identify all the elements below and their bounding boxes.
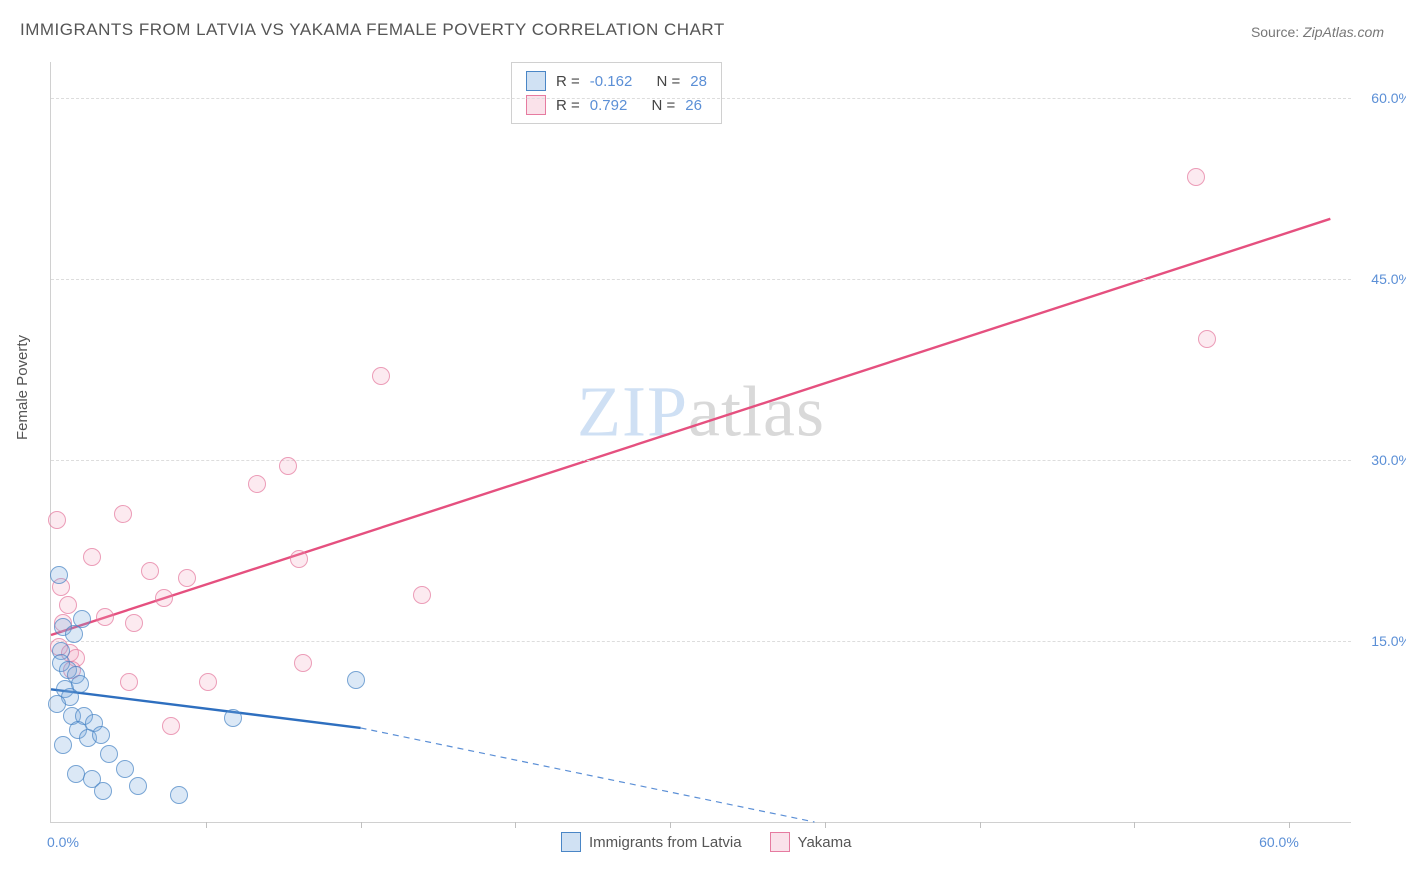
data-point	[114, 505, 132, 523]
data-point	[279, 457, 297, 475]
legend-yakama-label: Yakama	[798, 834, 852, 851]
data-point	[178, 569, 196, 587]
trend-line	[51, 219, 1330, 635]
legend-latvia-r: -0.162	[590, 73, 633, 90]
trend-lines	[51, 62, 1351, 822]
data-point	[162, 717, 180, 735]
gridline	[51, 641, 1351, 642]
data-point	[120, 673, 138, 691]
x-tick	[206, 822, 207, 828]
series-legend: Immigrants from Latvia Yakama	[561, 832, 851, 852]
data-point	[170, 786, 188, 804]
x-tick	[515, 822, 516, 828]
gridline	[51, 460, 1351, 461]
legend-latvia-label: Immigrants from Latvia	[589, 834, 742, 851]
data-point	[92, 726, 110, 744]
data-point	[116, 760, 134, 778]
swatch-blue-icon	[561, 832, 581, 852]
chart-title: IMMIGRANTS FROM LATVIA VS YAKAMA FEMALE …	[20, 20, 725, 40]
correlation-legend: R = -0.162 N = 28 R = 0.792 N = 26	[511, 62, 722, 124]
source-label: Source:	[1251, 24, 1299, 40]
data-point	[59, 596, 77, 614]
y-axis-label: Female Poverty	[14, 335, 31, 440]
data-point	[50, 566, 68, 584]
y-tick-label: 15.0%	[1356, 633, 1406, 649]
data-point	[372, 367, 390, 385]
data-point	[141, 562, 159, 580]
legend-row-latvia: R = -0.162 N = 28	[526, 69, 707, 93]
data-point	[224, 709, 242, 727]
legend-row-yakama: R = 0.792 N = 26	[526, 93, 707, 117]
x-tick	[670, 822, 671, 828]
source-value: ZipAtlas.com	[1303, 24, 1384, 40]
trend-line	[361, 728, 815, 822]
scatter-plot: ZIPatlas R = -0.162 N = 28 R = 0.792 N =…	[50, 62, 1351, 823]
data-point	[73, 610, 91, 628]
x-tick	[980, 822, 981, 828]
swatch-pink-icon	[770, 832, 790, 852]
y-tick-label: 60.0%	[1356, 90, 1406, 106]
legend-item-yakama: Yakama	[770, 832, 852, 852]
data-point	[54, 736, 72, 754]
data-point	[94, 782, 112, 800]
y-tick-label: 45.0%	[1356, 271, 1406, 287]
legend-latvia-n: 28	[690, 73, 707, 90]
data-point	[294, 654, 312, 672]
data-point	[100, 745, 118, 763]
data-point	[129, 777, 147, 795]
x-tick	[1134, 822, 1135, 828]
data-point	[413, 586, 431, 604]
data-point	[83, 548, 101, 566]
x-tick	[361, 822, 362, 828]
x-tick-label: 0.0%	[47, 834, 79, 850]
source: Source: ZipAtlas.com	[1251, 24, 1384, 40]
legend-n-label: N =	[656, 73, 680, 90]
gridline	[51, 279, 1351, 280]
data-point	[67, 765, 85, 783]
x-tick	[825, 822, 826, 828]
legend-r-label: R =	[556, 73, 580, 90]
data-point	[1198, 330, 1216, 348]
data-point	[248, 475, 266, 493]
data-point	[155, 589, 173, 607]
data-point	[347, 671, 365, 689]
y-tick-label: 30.0%	[1356, 452, 1406, 468]
legend-item-latvia: Immigrants from Latvia	[561, 832, 742, 852]
gridline	[51, 98, 1351, 99]
x-tick-label: 60.0%	[1259, 834, 1299, 850]
data-point	[71, 675, 89, 693]
data-point	[48, 511, 66, 529]
data-point	[125, 614, 143, 632]
data-point	[290, 550, 308, 568]
swatch-blue-icon	[526, 71, 546, 91]
data-point	[1187, 168, 1205, 186]
data-point	[96, 608, 114, 626]
data-point	[199, 673, 217, 691]
x-tick	[1289, 822, 1290, 828]
